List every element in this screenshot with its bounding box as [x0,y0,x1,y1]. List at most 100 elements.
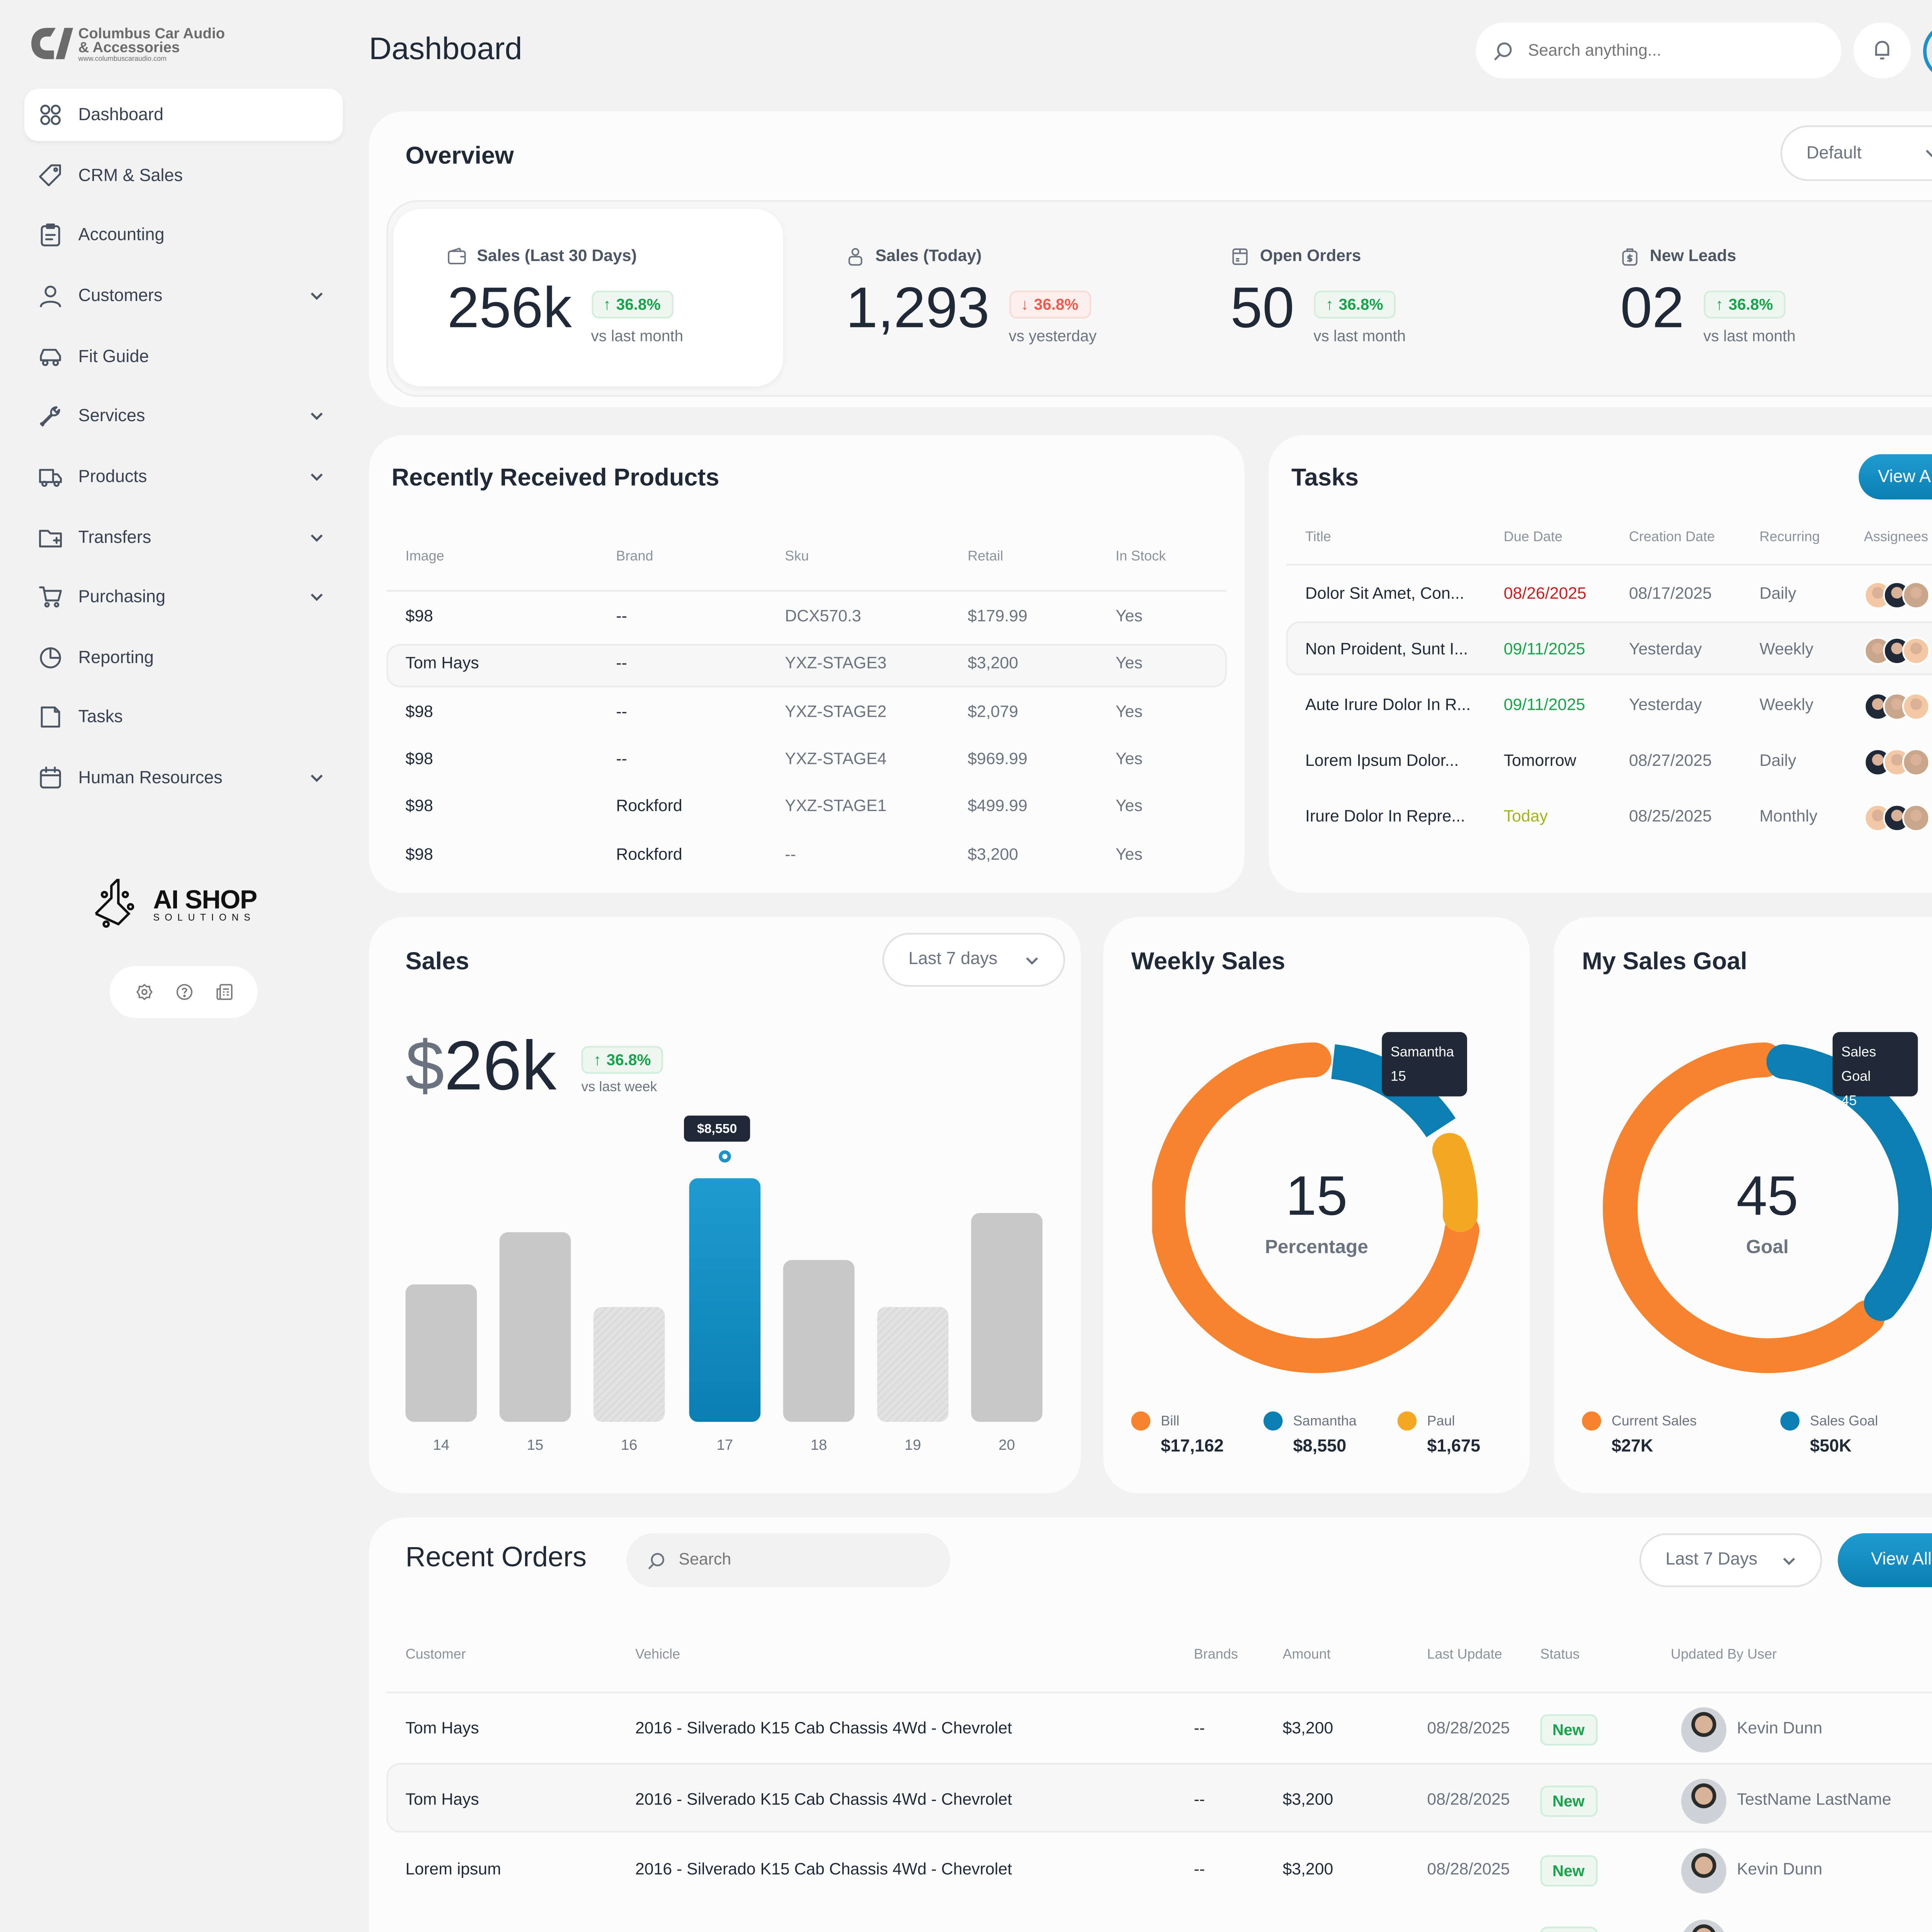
user-avatar [1681,1707,1726,1753]
task-row[interactable]: Aute Irure Dolor In R... 09/11/2025 Yester… [1269,692,1932,721]
sidebar-item-accounting[interactable]: Accounting [24,209,343,261]
person-icon [848,248,862,266]
chevron-down-icon[interactable] [308,468,325,486]
sidebar-item-transfers[interactable]: Transfers [24,512,343,564]
column-header: Vehicle [635,1646,680,1662]
sidebar-item-services[interactable]: Services [24,390,343,442]
chevron-down-icon[interactable] [308,407,325,425]
chevron-down-icon[interactable] [308,588,325,605]
chevron-down-icon[interactable] [308,529,325,546]
table-row[interactable]: $98 Rockford -- $3,200 Yes [369,845,1245,869]
tasks-view-all-button[interactable]: View All [1859,454,1932,500]
task-title: Dolor Sit Amet, Con... [1305,585,1464,604]
table-row[interactable]: $98 -- YXZ-STAGE4 $969.99 Yes [369,750,1245,774]
sidebar-item-crm-sales[interactable]: CRM & Sales [24,150,343,202]
table-row[interactable]: $98 Rockford YXZ-STAGE1 $499.99 Yes [369,798,1245,822]
table-row[interactable]: $98 -- YXZ-STAGE2 $2,079 Yes [369,702,1245,727]
donut-center-value: 45 [1736,1164,1798,1227]
stat-card: Open Orders 50 ↑ 36.8% vs last month [1230,247,1578,345]
assignees[interactable] [1864,637,1930,665]
overview-filter-dropdown[interactable]: Default [1780,125,1932,181]
task-row[interactable]: Non Proident, Sunt I... 09/11/2025 Yesterd… [1269,637,1932,665]
chevron-down-icon[interactable] [308,287,325,304]
assignees[interactable] [1864,804,1930,832]
bar-18[interactable] [783,1260,855,1422]
sidebar-item-products[interactable]: Products [24,451,343,503]
bar-17[interactable] [689,1178,761,1422]
notifications-button[interactable] [1853,22,1911,78]
sidebar-item-fit-guide[interactable]: Fit Guide [24,331,343,383]
sales-goal-donut[interactable] [1603,1042,1932,1373]
newspaper-icon[interactable] [215,983,232,1001]
orders-search[interactable] [626,1533,951,1587]
recent-orders-card: Recent Orders Last 7 Days View All Custo… [369,1517,1932,1932]
chevron-down-icon[interactable] [308,769,325,787]
legend-item[interactable]: Sales Goal $50K [1780,1411,1878,1457]
table-cell: Yes [1116,655,1143,674]
change-value: 36.8% [616,296,661,313]
global-search[interactable] [1476,22,1842,78]
overview-title: Overview [405,141,514,169]
bar-20[interactable] [971,1213,1043,1422]
bar-14[interactable] [405,1284,477,1422]
assignees[interactable] [1864,748,1930,776]
orders-view-all-button[interactable]: View All [1838,1533,1932,1587]
order-row[interactable]: Tom Hays 2016 - Silverado K15 Cab Chassis… [369,1707,1932,1753]
sidebar-item-purchasing[interactable]: Purchasing [24,571,343,623]
task-due-date: Tomorrow [1503,752,1577,771]
table-row[interactable]: $98 -- DCX570.3 $179.99 Yes [369,607,1245,632]
sidebar-item-tasks[interactable]: Tasks [24,691,343,743]
help-icon[interactable] [175,983,192,1001]
arrow-up-icon: ↑ [1325,296,1334,313]
tooltip-name: Sales Goal [1841,1044,1876,1084]
orders-period-dropdown[interactable]: Last 7 Days [1639,1533,1822,1587]
order-row[interactable]: Tom Hays 2016 - Silverado K15 Cab Chassis… [369,1777,1932,1823]
legend-dot [1780,1411,1800,1431]
sales-title: Sales [405,947,469,975]
order-customer: Lorem ipsum [405,1860,501,1880]
settings-icon[interactable] [135,983,152,1001]
task-row[interactable]: Lorem Ipsum Dolor... Tomorrow 08/27/2025 Da… [1269,748,1932,776]
sales-amount: 26k [444,1028,557,1105]
order-row[interactable]: Lorem ipsum 2016 - Silverado K15 Cab Chas… [369,1848,1932,1894]
sales-goal-title: My Sales Goal [1582,947,1747,975]
bar-19[interactable] [877,1307,949,1422]
bar-16[interactable] [593,1307,665,1422]
sidebar-item-customers[interactable]: Customers [24,270,343,322]
bar-15[interactable] [499,1232,571,1422]
status-badge: New [1540,1784,1597,1816]
user-avatar [1681,1918,1726,1932]
column-header: Recurring [1759,529,1820,545]
table-row[interactable]: Tom Hays -- YXZ-STAGE3 $3,200 Yes [369,655,1245,679]
task-row[interactable]: Irure Dolor In Repre... Today 08/25/2025 Mo… [1269,804,1932,832]
search-input[interactable] [1524,39,1803,62]
assignees[interactable] [1864,581,1930,609]
sales-period-dropdown[interactable]: Last 7 days [882,933,1065,987]
orders-search-input[interactable] [675,1549,919,1572]
legend-value: $50K [1810,1437,1852,1457]
recent-products-card: Recently Received Products Image Brand Sku… [369,435,1245,893]
task-created: 08/25/2025 [1629,807,1712,827]
sidebar-item-reporting[interactable]: Reporting [24,632,343,684]
table-cell: $499.99 [968,797,1027,817]
assignee-avatar [1902,637,1930,665]
task-title: Aute Irure Dolor In R... [1305,696,1471,716]
user-icon [40,286,61,308]
sales-goal-card: My Sales Goal 45 Goal Sales Goal 45 Curr… [1554,917,1932,1493]
brand-logo[interactable]: Columbus Car Audio & Accessories www.col… [30,21,238,66]
updated-by-user: Kevin Dunn [1737,1931,1822,1932]
stat-change: ↑ 36.8% vs last month [1313,275,1406,345]
change-badge: ↓ 36.8% [1009,291,1091,319]
legend-item[interactable]: Bill $17,162 [1131,1411,1224,1457]
task-row[interactable]: Dolor Sit Amet, Con... 08/26/2025 08/17/20… [1269,581,1932,609]
legend-item[interactable]: Current Sales $27K [1582,1411,1697,1457]
change-value: 36.8% [1338,296,1383,313]
sidebar-item-dashboard[interactable]: Dashboard [24,88,343,141]
sidebar-item-human-resources[interactable]: Human Resources [24,752,343,804]
assignees[interactable] [1864,692,1930,721]
legend-item[interactable]: Paul $1,675 [1397,1411,1480,1457]
user-avatar[interactable] [1923,22,1932,80]
brand-url: www.columbuscaraudio.com [78,53,167,62]
legend-item[interactable]: Samantha $8,550 [1263,1411,1357,1457]
sidebar-item-label: CRM & Sales [78,166,183,185]
